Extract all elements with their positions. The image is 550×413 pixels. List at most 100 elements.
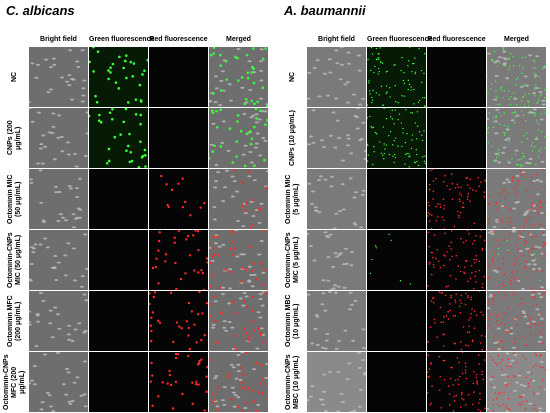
cell-shape bbox=[258, 297, 263, 300]
cell-shape bbox=[74, 165, 79, 168]
cell-shape bbox=[355, 127, 360, 130]
green-signal bbox=[219, 145, 223, 148]
cell-shape bbox=[331, 111, 336, 114]
red-signal bbox=[487, 185, 488, 188]
red-signal bbox=[501, 369, 503, 371]
red-signal bbox=[224, 268, 227, 272]
cell-shape bbox=[345, 378, 350, 381]
cell-shape bbox=[359, 137, 364, 140]
red-signal bbox=[209, 333, 211, 337]
cell-shape bbox=[338, 252, 343, 255]
red-signal bbox=[451, 182, 454, 185]
red-signal bbox=[203, 201, 206, 205]
green-signal bbox=[536, 136, 538, 138]
green-signal bbox=[543, 112, 545, 115]
micrograph bbox=[367, 169, 426, 229]
red-signal bbox=[469, 187, 471, 189]
red-signal bbox=[263, 268, 267, 272]
green-signal bbox=[250, 71, 254, 74]
red-signal bbox=[200, 338, 203, 342]
red-signal bbox=[508, 232, 511, 235]
green-signal bbox=[408, 60, 410, 62]
green-signal bbox=[490, 82, 493, 85]
cell-shape bbox=[353, 299, 358, 302]
green-signal bbox=[533, 146, 536, 148]
cell-shape bbox=[31, 251, 36, 254]
green-signal bbox=[523, 156, 525, 158]
red-signal bbox=[521, 313, 524, 316]
red-signal bbox=[496, 344, 499, 346]
red-signal bbox=[167, 205, 170, 209]
cell-shape bbox=[332, 227, 337, 229]
red-signal bbox=[497, 314, 500, 316]
red-signal bbox=[179, 277, 183, 281]
red-signal bbox=[435, 177, 437, 180]
red-signal bbox=[252, 262, 256, 265]
red-signal bbox=[481, 348, 484, 351]
cell-shape bbox=[36, 320, 41, 323]
red-signal bbox=[455, 278, 457, 280]
cell-shape bbox=[257, 118, 262, 121]
red-signal bbox=[532, 346, 535, 348]
green-signal bbox=[489, 88, 492, 90]
cell-shape bbox=[213, 101, 218, 104]
image-background bbox=[307, 291, 366, 351]
red-signal bbox=[481, 247, 484, 250]
green-signal bbox=[99, 120, 103, 124]
cell-shape bbox=[532, 92, 537, 95]
cell-shape bbox=[315, 59, 320, 62]
red-signal bbox=[216, 408, 219, 412]
micrograph bbox=[29, 169, 88, 229]
red-signal bbox=[505, 383, 507, 386]
red-signal bbox=[201, 271, 205, 275]
cell-shape bbox=[222, 326, 227, 329]
red-signal bbox=[521, 400, 523, 403]
cell-shape bbox=[307, 399, 310, 402]
cell-shape bbox=[212, 206, 217, 209]
green-signal bbox=[126, 101, 130, 104]
cell-shape bbox=[335, 119, 340, 122]
green-signal bbox=[503, 134, 506, 137]
green-signal bbox=[382, 104, 384, 107]
red-signal bbox=[446, 185, 449, 187]
red-signal bbox=[261, 341, 265, 344]
green-signal bbox=[370, 69, 372, 72]
cell-shape bbox=[238, 297, 243, 300]
green-signal bbox=[522, 114, 525, 116]
red-signal bbox=[447, 285, 449, 287]
cell-shape bbox=[56, 261, 61, 264]
cell-shape bbox=[340, 401, 345, 404]
red-signal bbox=[516, 323, 518, 326]
cell-shape bbox=[230, 326, 235, 329]
cell-shape bbox=[66, 371, 71, 374]
red-signal bbox=[528, 233, 530, 235]
cell-shape bbox=[236, 353, 241, 356]
red-signal bbox=[430, 273, 433, 276]
cell-shape bbox=[539, 360, 544, 363]
cell-shape bbox=[322, 146, 327, 149]
red-signal bbox=[501, 359, 504, 361]
cell-shape bbox=[213, 300, 218, 303]
red-signal bbox=[481, 370, 484, 373]
red-signal bbox=[490, 355, 492, 358]
red-signal bbox=[525, 344, 528, 346]
green-signal bbox=[95, 101, 99, 104]
red-signal bbox=[500, 340, 502, 342]
green-signal bbox=[498, 111, 501, 114]
cell-shape bbox=[85, 111, 88, 114]
red-signal bbox=[488, 222, 491, 224]
cell-shape bbox=[522, 384, 527, 387]
cell-shape bbox=[349, 152, 354, 155]
cell-shape bbox=[80, 100, 85, 103]
cell-shape bbox=[539, 211, 544, 214]
cell-shape bbox=[41, 219, 46, 222]
red-signal bbox=[506, 216, 509, 219]
cell-shape bbox=[493, 120, 498, 123]
red-signal bbox=[456, 183, 459, 186]
green-signal bbox=[515, 112, 517, 114]
red-signal bbox=[212, 247, 215, 250]
cell-shape bbox=[355, 116, 360, 119]
red-signal bbox=[540, 353, 542, 356]
green-signal bbox=[492, 126, 495, 129]
cell-shape bbox=[535, 392, 540, 395]
